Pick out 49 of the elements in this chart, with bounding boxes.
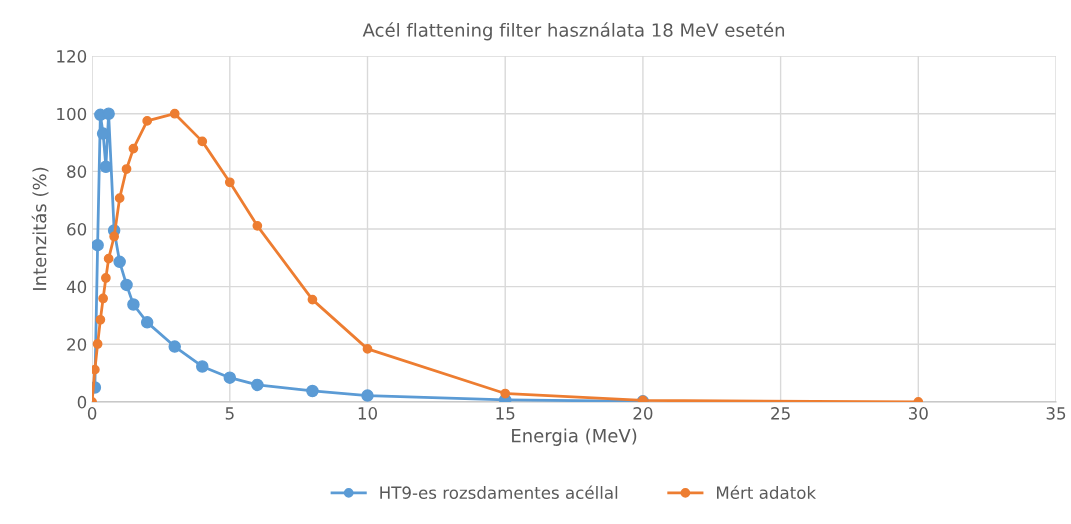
point: [120, 278, 133, 292]
x-tick-label: 10: [358, 407, 377, 420]
point: [251, 378, 264, 392]
point: [362, 344, 373, 354]
point: [109, 231, 119, 242]
point: [361, 389, 374, 402]
point: [95, 314, 106, 325]
x-tick-label: 5: [225, 407, 234, 420]
x-tick-label: 0: [87, 407, 97, 420]
point: [103, 253, 114, 264]
point: [98, 293, 108, 304]
chart-title: Acél flattening filter használata 18 MeV esetén: [362, 22, 785, 41]
y-tick-label: 40: [66, 280, 87, 294]
point: [127, 298, 140, 311]
point: [128, 143, 139, 154]
y-tick-label: 20: [67, 338, 87, 351]
point: [252, 220, 263, 231]
point: [121, 164, 132, 174]
x-tick-label: 15: [496, 407, 515, 420]
x-tick-label: 25: [771, 407, 790, 420]
point: [169, 108, 180, 119]
x-tick-label: 30: [908, 407, 928, 420]
point: [197, 136, 208, 147]
point: [142, 116, 153, 126]
point: [101, 273, 111, 283]
point: [500, 388, 511, 399]
legend-label: Mért adatok: [717, 485, 817, 499]
legend-label: HT9-es rozsdamentes acéllal: [380, 485, 618, 499]
point: [92, 339, 103, 349]
point: [102, 107, 115, 120]
point: [168, 340, 181, 353]
point: [307, 294, 318, 305]
point: [306, 384, 319, 398]
point: [114, 193, 125, 204]
y-tick-label: 80: [67, 165, 87, 178]
point: [196, 360, 209, 373]
x-tick-label: 20: [633, 407, 653, 420]
y-axis-title: Intenzitás (%): [31, 167, 49, 290]
point: [140, 316, 154, 329]
point: [113, 255, 126, 269]
y-tick-label: 0: [77, 395, 87, 409]
point: [224, 177, 235, 188]
y-tick-label: 100: [57, 107, 87, 121]
x-tick-label: 35: [1046, 407, 1066, 420]
point: [223, 371, 237, 384]
y-tick-label: 120: [57, 50, 87, 63]
x-axis-title: Energia (MeV): [512, 428, 637, 446]
point: [92, 238, 104, 252]
y-tick-label: 60: [67, 222, 87, 236]
